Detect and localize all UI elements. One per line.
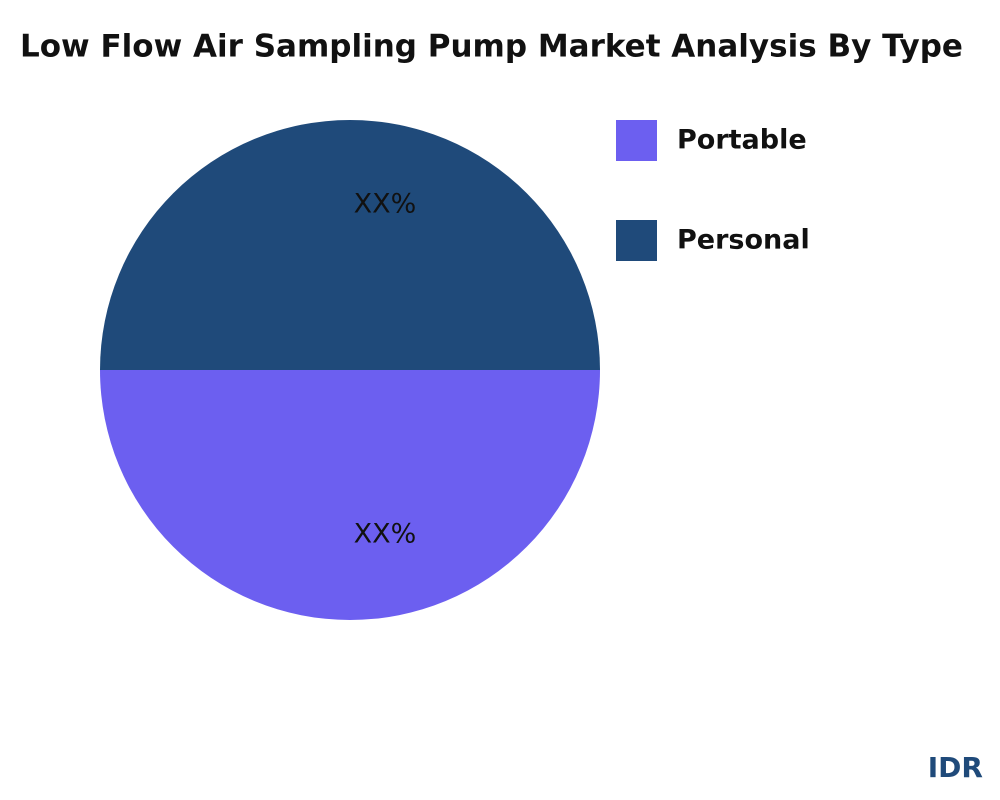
legend-label: Personal — [677, 225, 810, 256]
slice-label: XX% — [354, 189, 417, 220]
brand-logo: IDR — [928, 751, 983, 784]
legend-label: Portable — [677, 125, 807, 156]
pie-slice — [100, 370, 600, 620]
legend-swatch — [616, 220, 657, 261]
pie-slice — [100, 120, 600, 370]
slice-label: XX% — [354, 519, 417, 550]
chart-title: Low Flow Air Sampling Pump Market Analys… — [20, 29, 963, 65]
legend-swatch — [616, 120, 657, 161]
